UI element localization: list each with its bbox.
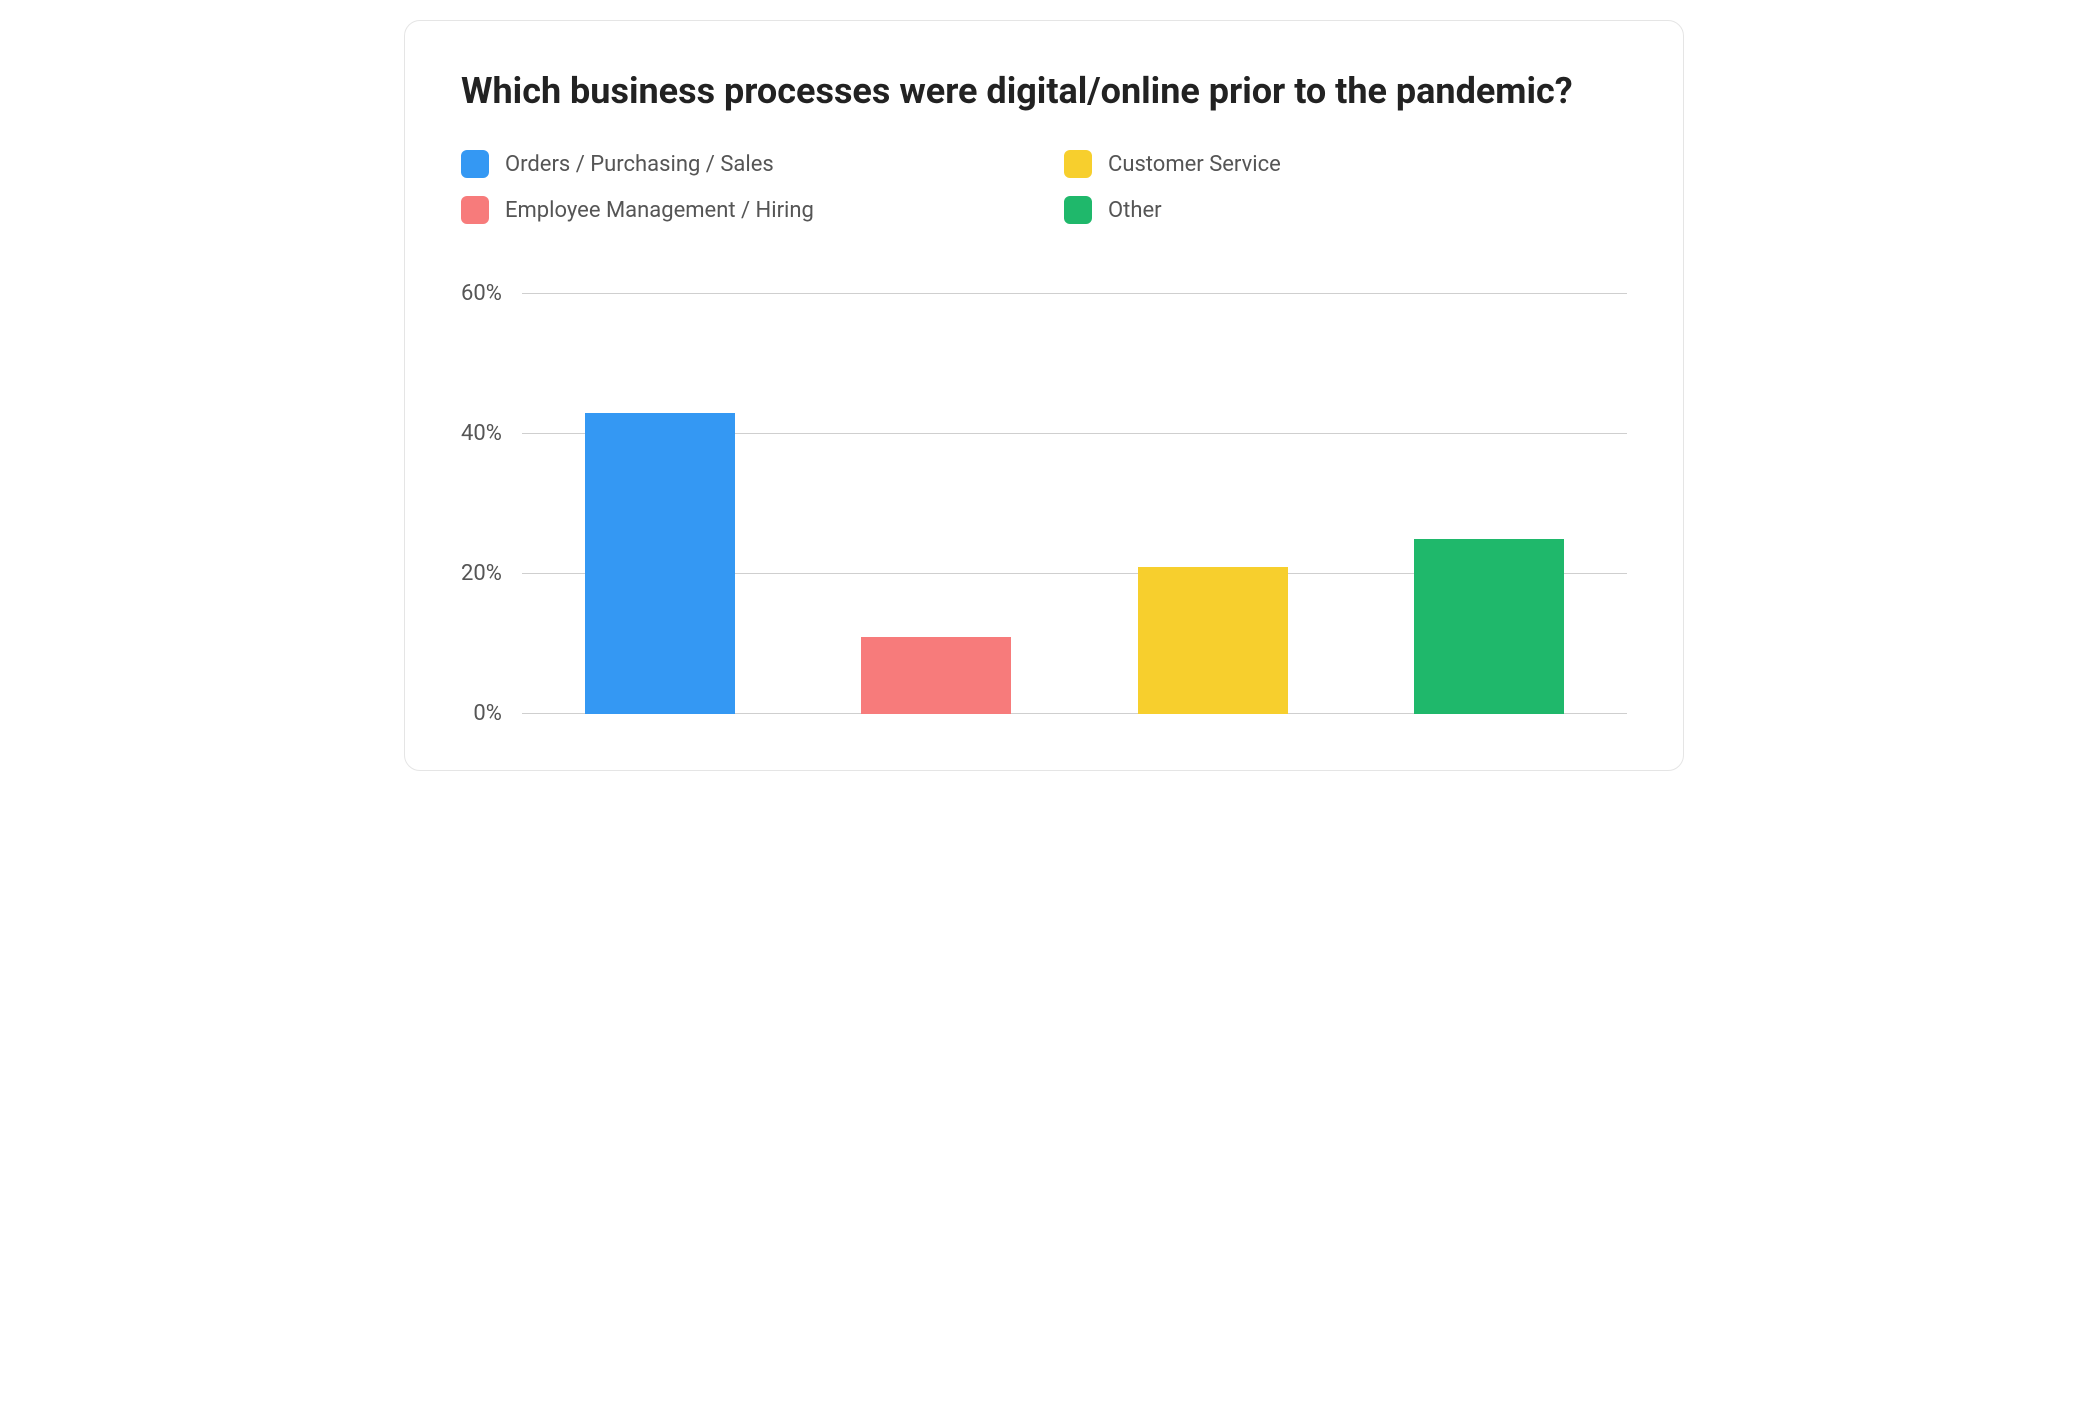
legend-label: Other [1108, 198, 1162, 223]
plot-area [522, 294, 1627, 714]
legend-item: Customer Service [1064, 150, 1627, 178]
bar [861, 637, 1011, 714]
legend-swatch [461, 150, 489, 178]
legend-label: Employee Management / Hiring [505, 198, 814, 223]
bar [1414, 539, 1564, 714]
y-axis: 60%40%20%0% [461, 294, 522, 714]
legend-item: Orders / Purchasing / Sales [461, 150, 1024, 178]
legend-item: Other [1064, 196, 1627, 224]
legend-swatch [1064, 150, 1092, 178]
legend-item: Employee Management / Hiring [461, 196, 1024, 224]
bar [585, 413, 735, 714]
chart-title: Which business processes were digital/on… [461, 69, 1627, 114]
chart-area: 60%40%20%0% [461, 294, 1627, 714]
legend-swatch [1064, 196, 1092, 224]
legend-label: Orders / Purchasing / Sales [505, 152, 774, 177]
bars-container [522, 294, 1627, 714]
legend-swatch [461, 196, 489, 224]
legend-label: Customer Service [1108, 152, 1281, 177]
bar [1138, 567, 1288, 714]
chart-body: 60%40%20%0% [461, 294, 1627, 714]
legend: Orders / Purchasing / Sales Customer Ser… [461, 150, 1627, 224]
chart-card: Which business processes were digital/on… [404, 20, 1684, 771]
